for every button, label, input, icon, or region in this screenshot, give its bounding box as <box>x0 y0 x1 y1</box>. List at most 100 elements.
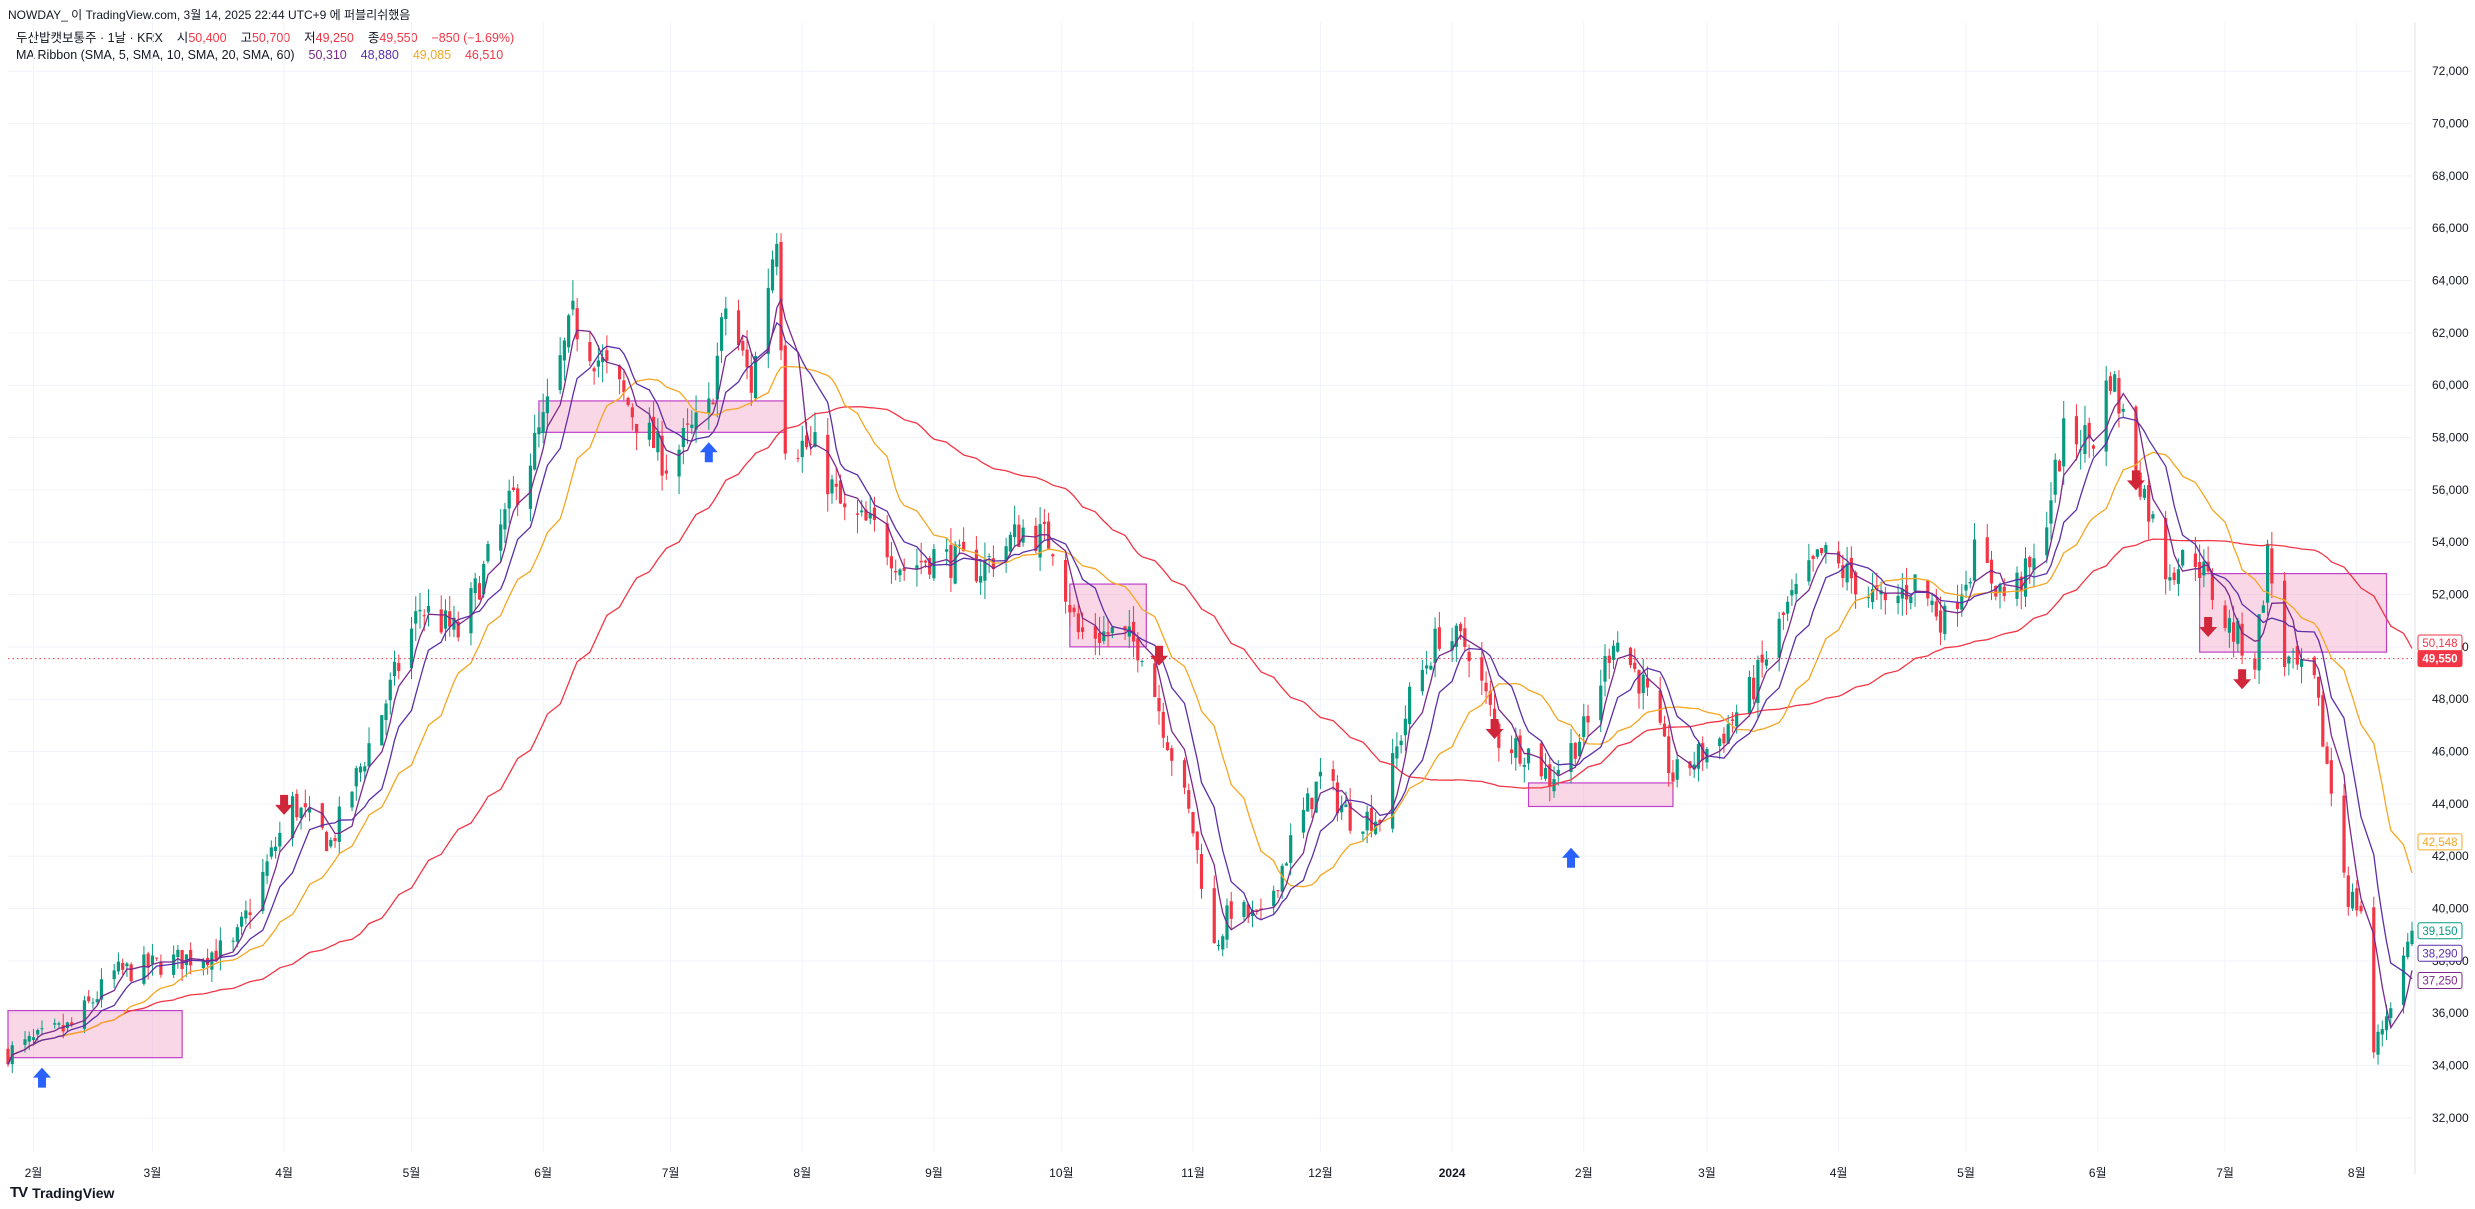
publish-caption: NOWDAY_ 이 TradingView.com, 3월 14, 2025 2… <box>8 8 411 22</box>
candle-body <box>1463 628 1467 647</box>
candle-body <box>189 949 193 966</box>
brand-name: TradingView <box>32 1184 115 1201</box>
candle-body <box>214 950 218 962</box>
candle-body <box>418 609 422 612</box>
candle-body <box>2350 891 2355 909</box>
time-axis[interactable]: 2월 3월 4월 5월 6월 7월 8월 9월 10월 11월 12월 2024 2월 3월 4월 5월 6월 7… <box>25 1166 2366 1180</box>
price-zone-box <box>1527 782 1674 808</box>
candle-body <box>1429 665 1433 670</box>
candle-body <box>800 440 804 458</box>
candle-body <box>1616 642 1620 652</box>
candle-body <box>82 1000 87 1029</box>
candle-body <box>1735 712 1739 727</box>
candle-body <box>898 569 902 576</box>
candle-body <box>1955 602 1960 609</box>
candle-body <box>1488 691 1492 705</box>
candle-body <box>1344 804 1348 808</box>
candle-body <box>1497 723 1501 748</box>
buy-arrow-icon <box>1562 847 1581 868</box>
candle-body <box>409 628 414 669</box>
candle-body <box>1586 715 1590 723</box>
price-tag-label: 38,290 <box>2422 948 2457 960</box>
candle-body <box>1425 665 1429 669</box>
candle-body <box>1170 748 1174 761</box>
candle-body <box>1692 764 1696 770</box>
candle-body <box>2147 485 2151 522</box>
open-value: 50,400 <box>188 31 227 45</box>
candle-body <box>528 465 533 509</box>
candle-body <box>1280 865 1284 892</box>
candle-body <box>1943 605 1947 634</box>
candle-body <box>1034 525 1038 551</box>
ma-ribbon-title[interactable]: MA Ribbon (SMA, 5, SMA, 10, SMA, 20, SMA… <box>16 48 295 62</box>
candle-body <box>1841 565 1845 579</box>
candle-body <box>1667 736 1671 774</box>
candle-body <box>2312 657 2316 676</box>
candle-body <box>1968 581 1972 584</box>
candle-body <box>2287 656 2291 664</box>
candle-body <box>685 423 690 425</box>
candle-body <box>630 407 634 418</box>
candle-body <box>53 1023 57 1025</box>
y-tick-label: 64,000 <box>2432 274 2469 288</box>
price-zone-box <box>2199 573 2388 653</box>
candle-body <box>159 962 163 975</box>
candle-body <box>1076 613 1080 633</box>
candle-body <box>1080 627 1085 633</box>
candle-body <box>1726 724 1730 744</box>
candle-body <box>1454 625 1458 647</box>
sell-arrow-icon <box>2199 616 2218 637</box>
candle-body <box>783 345 787 454</box>
candle-body <box>2015 572 2019 599</box>
candle-body <box>749 365 753 393</box>
tradingview-brand[interactable]: TV TradingView <box>10 1184 114 1201</box>
candle-body <box>885 523 889 558</box>
candle-body <box>1110 627 1114 634</box>
candle-body <box>1628 647 1633 666</box>
candle-body <box>1820 548 1824 554</box>
candle-body <box>1671 772 1675 782</box>
y-tick-label: 60,000 <box>2432 378 2469 392</box>
candle-body <box>1900 589 1904 599</box>
candle-body <box>27 1036 31 1042</box>
candle-body <box>2117 378 2121 414</box>
symbol-title[interactable]: 두산밥캣보통주 · 1날 · KRX <box>16 31 163 45</box>
candle-body <box>2316 676 2321 698</box>
candle-body <box>6 1048 10 1065</box>
candle-body <box>2257 614 2261 671</box>
candle-body <box>2265 543 2270 603</box>
candle-body <box>1662 723 1667 737</box>
price-chart[interactable]: 32,00034,00036,00038,00040,00042,00044,0… <box>0 22 2475 1180</box>
candle-body <box>953 544 957 584</box>
candle-body <box>2223 605 2227 629</box>
candle-body <box>1883 593 1887 601</box>
candle-body <box>1934 601 1938 617</box>
candle-body <box>329 840 333 847</box>
candle-body <box>945 549 949 552</box>
candle-body <box>974 549 978 582</box>
sell-arrow-icon <box>2233 669 2252 690</box>
candle-body <box>1611 645 1616 660</box>
candle-body <box>95 999 99 1003</box>
candle-body <box>2291 651 2295 653</box>
ma60-value: 46,510 <box>464 48 504 62</box>
close-value: 49,550 <box>379 31 418 45</box>
candle-body <box>1760 654 1764 663</box>
candle-body <box>1811 555 1815 559</box>
candle-body <box>919 560 923 563</box>
candle-body <box>864 509 868 521</box>
open-label: 시 <box>176 31 189 45</box>
consolidation-zones <box>7 400 2388 1059</box>
candle-body <box>2380 1029 2384 1035</box>
candle-body <box>1182 760 1187 788</box>
candle-body <box>1964 584 1968 591</box>
low-value: 49,250 <box>315 31 354 45</box>
candle-body <box>99 979 104 1000</box>
candle-body <box>482 563 486 595</box>
candle-body <box>537 427 541 435</box>
candle-body <box>507 490 511 509</box>
candle-body <box>2028 556 2032 568</box>
price-axis[interactable]: 32,00034,00036,00038,00040,00042,00044,0… <box>2417 64 2469 1125</box>
candle-body <box>894 570 898 573</box>
candle-body <box>1306 793 1310 812</box>
